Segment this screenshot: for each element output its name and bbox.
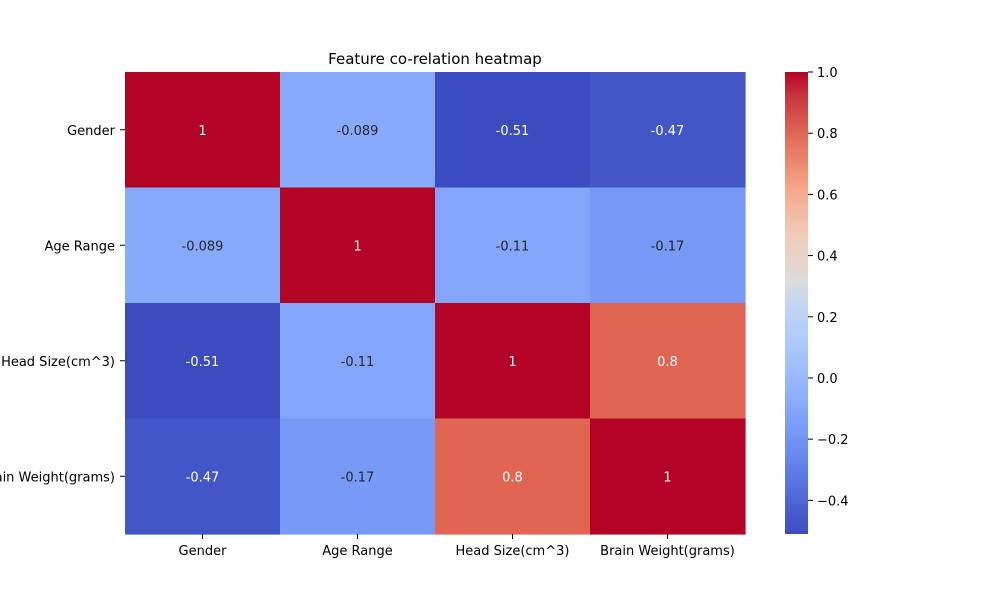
chart-title: Feature co-relation heatmap [328, 50, 542, 68]
cell-value-label: 0.8 [502, 470, 523, 485]
colorbar-tick-label: −0.4 [817, 494, 849, 509]
colorbar-tick-label: 0.2 [817, 311, 838, 326]
heatmap-cell [280, 72, 436, 189]
heatmap-cell [125, 303, 281, 420]
cell-value-label: 1 [508, 355, 516, 370]
heatmap-cell [435, 303, 591, 420]
y-tick-label: Head Size(cm^3) [1, 355, 115, 370]
cell-value-label: -0.11 [496, 239, 530, 254]
heatmap-cell [435, 187, 591, 304]
heatmap-cell [435, 72, 591, 189]
heatmap-cell [125, 187, 281, 304]
heatmap-cell [590, 187, 746, 304]
colorbar-gradient [785, 72, 808, 534]
cell-value-label: -0.51 [186, 355, 220, 370]
heatmap-cells: 1 -0.089 -0.51 -0.47 -0.089 1 -0.11 -0.17 -0.51 -… [125, 72, 746, 535]
cell-value-label: 1 [663, 470, 671, 485]
cell-value-label: -0.089 [182, 239, 224, 254]
x-tick-label: Brain Weight(grams) [600, 544, 735, 559]
cell-value-label: -0.11 [341, 355, 375, 370]
colorbar-tick-label: −0.2 [817, 433, 849, 448]
y-axis-ticks: Gender Age Range Head Size(cm^3) Brain Weig… [0, 124, 125, 485]
y-tick-label: Gender [67, 124, 116, 139]
heatmap-cell [125, 72, 281, 189]
heatmap-cell [125, 418, 281, 535]
colorbar-tick-label: 0.8 [817, 127, 838, 142]
x-tick-label: Gender [179, 544, 228, 559]
y-tick-label: Brain Weight(grams) [0, 470, 115, 485]
cell-value-label: -0.47 [186, 470, 220, 485]
heatmap-cell [435, 418, 591, 535]
x-tick-label: Age Range [322, 544, 392, 559]
cell-value-label: 1 [198, 124, 206, 139]
heatmap-cell [280, 303, 436, 420]
heatmap-cell [590, 418, 746, 535]
x-axis-ticks: Gender Age Range Head Size(cm^3) Brain Weig… [179, 534, 735, 559]
heatmap-cell [590, 303, 746, 420]
cell-value-label: -0.51 [496, 124, 530, 139]
colorbar: 1.0 0.8 0.6 0.4 0.2 0.0 −0.2 −0.4 [785, 66, 849, 534]
colorbar-tick-label: 1.0 [817, 66, 838, 81]
y-tick-label: Age Range [45, 239, 115, 254]
cell-value-label: -0.17 [341, 470, 375, 485]
cell-value-label: -0.47 [651, 124, 685, 139]
colorbar-tick-label: 0.4 [817, 250, 838, 265]
heatmap-cell [280, 418, 436, 535]
x-tick-label: Head Size(cm^3) [456, 544, 570, 559]
cell-value-label: -0.17 [651, 239, 685, 254]
heatmap-cell [590, 72, 746, 189]
cell-value-label: 0.8 [657, 355, 678, 370]
cell-value-label: 1 [353, 239, 361, 254]
heatmap-cell [280, 187, 436, 304]
colorbar-tick-label: 0.0 [817, 372, 838, 387]
colorbar-tick-label: 0.6 [817, 188, 838, 203]
cell-value-label: -0.089 [337, 124, 379, 139]
